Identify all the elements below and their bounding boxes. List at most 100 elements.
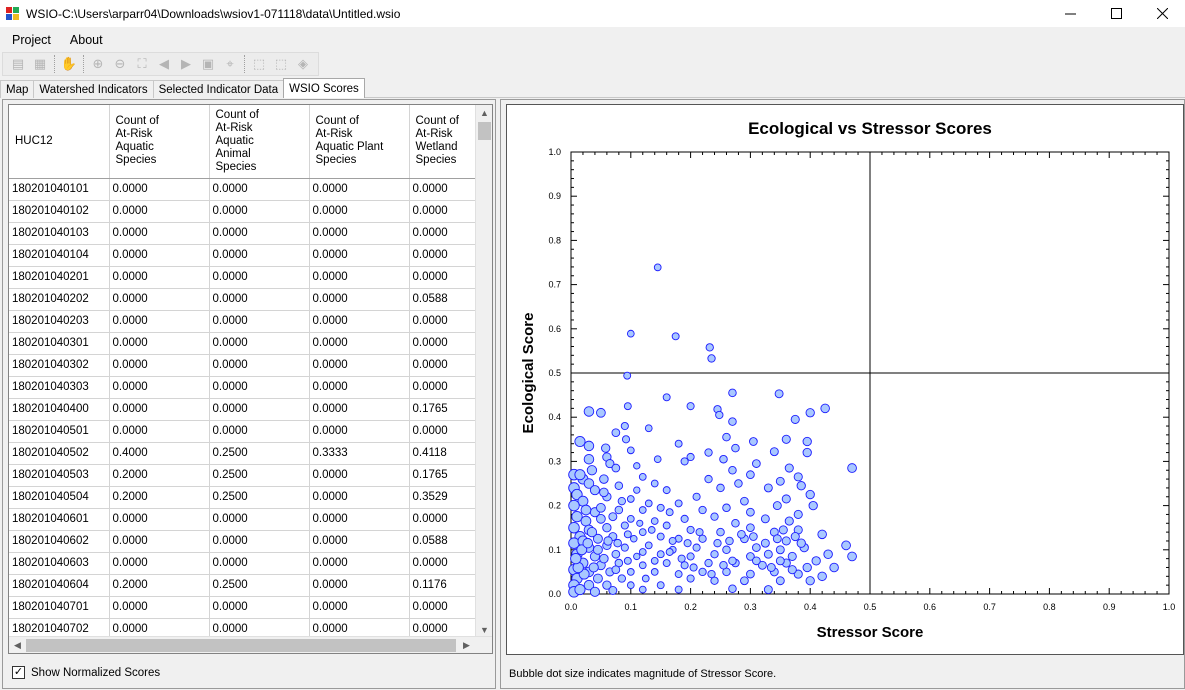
table-cell[interactable]: 180201040601 — [9, 508, 110, 531]
table-cell[interactable]: 0.0000 — [309, 288, 410, 311]
table-cell[interactable]: 0.0000 — [109, 420, 210, 443]
table-row[interactable]: 180201040302 0.0000 0.0000 0.0000 0.0000 — [9, 354, 478, 377]
table-cell[interactable]: 0.0000 — [409, 266, 478, 289]
minimize-button[interactable] — [1047, 0, 1093, 27]
table-row[interactable]: 180201040301 0.0000 0.0000 0.0000 0.0000 — [9, 332, 478, 355]
show-normalized-checkbox[interactable]: ✓ — [12, 666, 25, 679]
table-cell[interactable]: 180201040303 — [9, 376, 110, 399]
column-header[interactable]: Count of At-Risk Aquatic Animal Species — [209, 105, 310, 179]
table-cell[interactable]: 0.0000 — [409, 200, 478, 223]
table-cell[interactable]: 0.0000 — [109, 244, 210, 267]
table-cell[interactable]: 0.0000 — [109, 530, 210, 553]
zoom-extent-button[interactable]: ⛶ — [133, 55, 151, 73]
table-cell[interactable]: 0.0000 — [209, 178, 310, 201]
table-row[interactable]: 180201040102 0.0000 0.0000 0.0000 0.0000 — [9, 200, 478, 223]
table-cell[interactable]: 0.3529 — [409, 486, 478, 509]
table-cell[interactable]: 0.0000 — [309, 266, 410, 289]
identify-button[interactable]: ⌖ — [221, 55, 239, 73]
table-cell[interactable]: 0.0000 — [109, 376, 210, 399]
table-row[interactable]: 180201040603 0.0000 0.0000 0.0000 0.0000 — [9, 552, 478, 575]
forward-button[interactable]: ▶ — [177, 55, 195, 73]
table-cell[interactable]: 0.0000 — [309, 222, 410, 245]
table-cell[interactable]: 0.0000 — [209, 552, 310, 575]
table-cell[interactable]: 180201040603 — [9, 552, 110, 575]
menu-project[interactable]: Project — [12, 33, 51, 47]
column-header[interactable]: Count of At-Risk Aquatic Species — [109, 105, 210, 179]
table-cell[interactable]: 0.0000 — [109, 398, 210, 421]
table-row[interactable]: 180201040400 0.0000 0.0000 0.0000 0.1765 — [9, 398, 478, 421]
vertical-scrollbar[interactable]: ▲ ▼ — [475, 105, 492, 638]
table-cell[interactable]: 0.0000 — [409, 420, 478, 443]
table-cell[interactable]: 180201040101 — [9, 178, 110, 201]
table-row[interactable]: 180201040202 0.0000 0.0000 0.0000 0.0588 — [9, 288, 478, 311]
table-cell[interactable]: 0.0000 — [409, 310, 478, 333]
maximize-button[interactable] — [1093, 0, 1139, 27]
table-row[interactable]: 180201040103 0.0000 0.0000 0.0000 0.0000 — [9, 222, 478, 245]
tab-wsio-scores[interactable]: WSIO Scores — [283, 78, 365, 98]
table-row[interactable]: 180201040504 0.2000 0.2500 0.0000 0.3529 — [9, 486, 478, 509]
select-area-button[interactable]: ⬚ — [272, 55, 290, 73]
table-cell[interactable]: 0.0588 — [409, 288, 478, 311]
table-cell[interactable]: 0.0000 — [309, 200, 410, 223]
horizontal-scroll-thumb[interactable] — [26, 639, 456, 652]
table-row[interactable]: 180201040602 0.0000 0.0000 0.0000 0.0588 — [9, 530, 478, 553]
table-cell[interactable]: 0.0000 — [109, 508, 210, 531]
table-cell[interactable]: 180201040104 — [9, 244, 110, 267]
table-cell[interactable]: 180201040701 — [9, 596, 110, 619]
table-cell[interactable]: 0.0000 — [109, 596, 210, 619]
table-row[interactable]: 180201040604 0.2000 0.2500 0.0000 0.1176 — [9, 574, 478, 597]
table-cell[interactable]: 0.2500 — [209, 442, 310, 465]
table-cell[interactable]: 0.4118 — [409, 442, 478, 465]
table-row[interactable]: 180201040101 0.0000 0.0000 0.0000 0.0000 — [9, 178, 478, 201]
table-cell[interactable]: 0.0000 — [309, 464, 410, 487]
table-cell[interactable]: 0.0000 — [209, 200, 310, 223]
table-cell[interactable]: 0.2000 — [109, 486, 210, 509]
table-cell[interactable]: 0.0000 — [409, 508, 478, 531]
table-cell[interactable]: 180201040702 — [9, 618, 110, 641]
table-cell[interactable]: 0.0000 — [209, 222, 310, 245]
table-cell[interactable]: 0.0000 — [209, 530, 310, 553]
table-cell[interactable]: 180201040400 — [9, 398, 110, 421]
table-cell[interactable]: 0.0000 — [209, 354, 310, 377]
table-cell[interactable]: 0.0000 — [109, 266, 210, 289]
table-cell[interactable]: 180201040604 — [9, 574, 110, 597]
menu-about[interactable]: About — [69, 33, 103, 47]
table-cell[interactable]: 0.0000 — [409, 222, 478, 245]
table-cell[interactable]: 180201040203 — [9, 310, 110, 333]
table-cell[interactable]: 0.0000 — [109, 552, 210, 575]
tab-watershed-indicators[interactable]: Watershed Indicators — [33, 80, 154, 98]
table-cell[interactable]: 0.0000 — [309, 376, 410, 399]
table-cell[interactable]: 0.2000 — [109, 464, 210, 487]
table-row[interactable]: 180201040201 0.0000 0.0000 0.0000 0.0000 — [9, 266, 478, 289]
table-cell[interactable]: 0.0000 — [209, 398, 310, 421]
table-cell[interactable]: 0.0000 — [209, 508, 310, 531]
table-cell[interactable]: 0.2500 — [209, 574, 310, 597]
table-cell[interactable]: 0.0000 — [309, 332, 410, 355]
table-cell[interactable]: 0.0000 — [309, 530, 410, 553]
table-cell[interactable]: 0.0000 — [209, 376, 310, 399]
table-cell[interactable]: 0.0000 — [309, 508, 410, 531]
scroll-right-icon[interactable]: ▶ — [463, 639, 470, 650]
scroll-up-icon[interactable]: ▲ — [480, 108, 489, 118]
table-cell[interactable]: 0.0000 — [109, 178, 210, 201]
tab-selected-indicator-data[interactable]: Selected Indicator Data — [152, 80, 285, 98]
table-cell[interactable]: 0.1176 — [409, 574, 478, 597]
table-cell[interactable]: 180201040503 — [9, 464, 110, 487]
table-row[interactable]: 180201040104 0.0000 0.0000 0.0000 0.0000 — [9, 244, 478, 267]
table-row[interactable]: 180201040701 0.0000 0.0000 0.0000 0.0000 — [9, 596, 478, 619]
select-poly-button[interactable]: ◈ — [294, 55, 312, 73]
show-normalized-row[interactable]: ✓ Show Normalized Scores — [12, 666, 160, 679]
back-button[interactable]: ◀ — [155, 55, 173, 73]
column-header[interactable]: HUC12 — [9, 105, 110, 179]
close-button[interactable] — [1139, 0, 1185, 27]
table-row[interactable]: 180201040501 0.0000 0.0000 0.0000 0.0000 — [9, 420, 478, 443]
column-header[interactable]: Count of At-Risk Aquatic Plant Species — [309, 105, 410, 179]
table-cell[interactable]: 0.0000 — [409, 178, 478, 201]
table-cell[interactable]: 0.0000 — [209, 266, 310, 289]
table-cell[interactable]: 0.0000 — [109, 288, 210, 311]
table-cell[interactable]: 180201040103 — [9, 222, 110, 245]
table-cell[interactable]: 0.1765 — [409, 398, 478, 421]
zoom-out-button[interactable]: ⊖ — [111, 55, 129, 73]
table-cell[interactable]: 0.0000 — [209, 596, 310, 619]
table-cell[interactable]: 0.0000 — [209, 288, 310, 311]
